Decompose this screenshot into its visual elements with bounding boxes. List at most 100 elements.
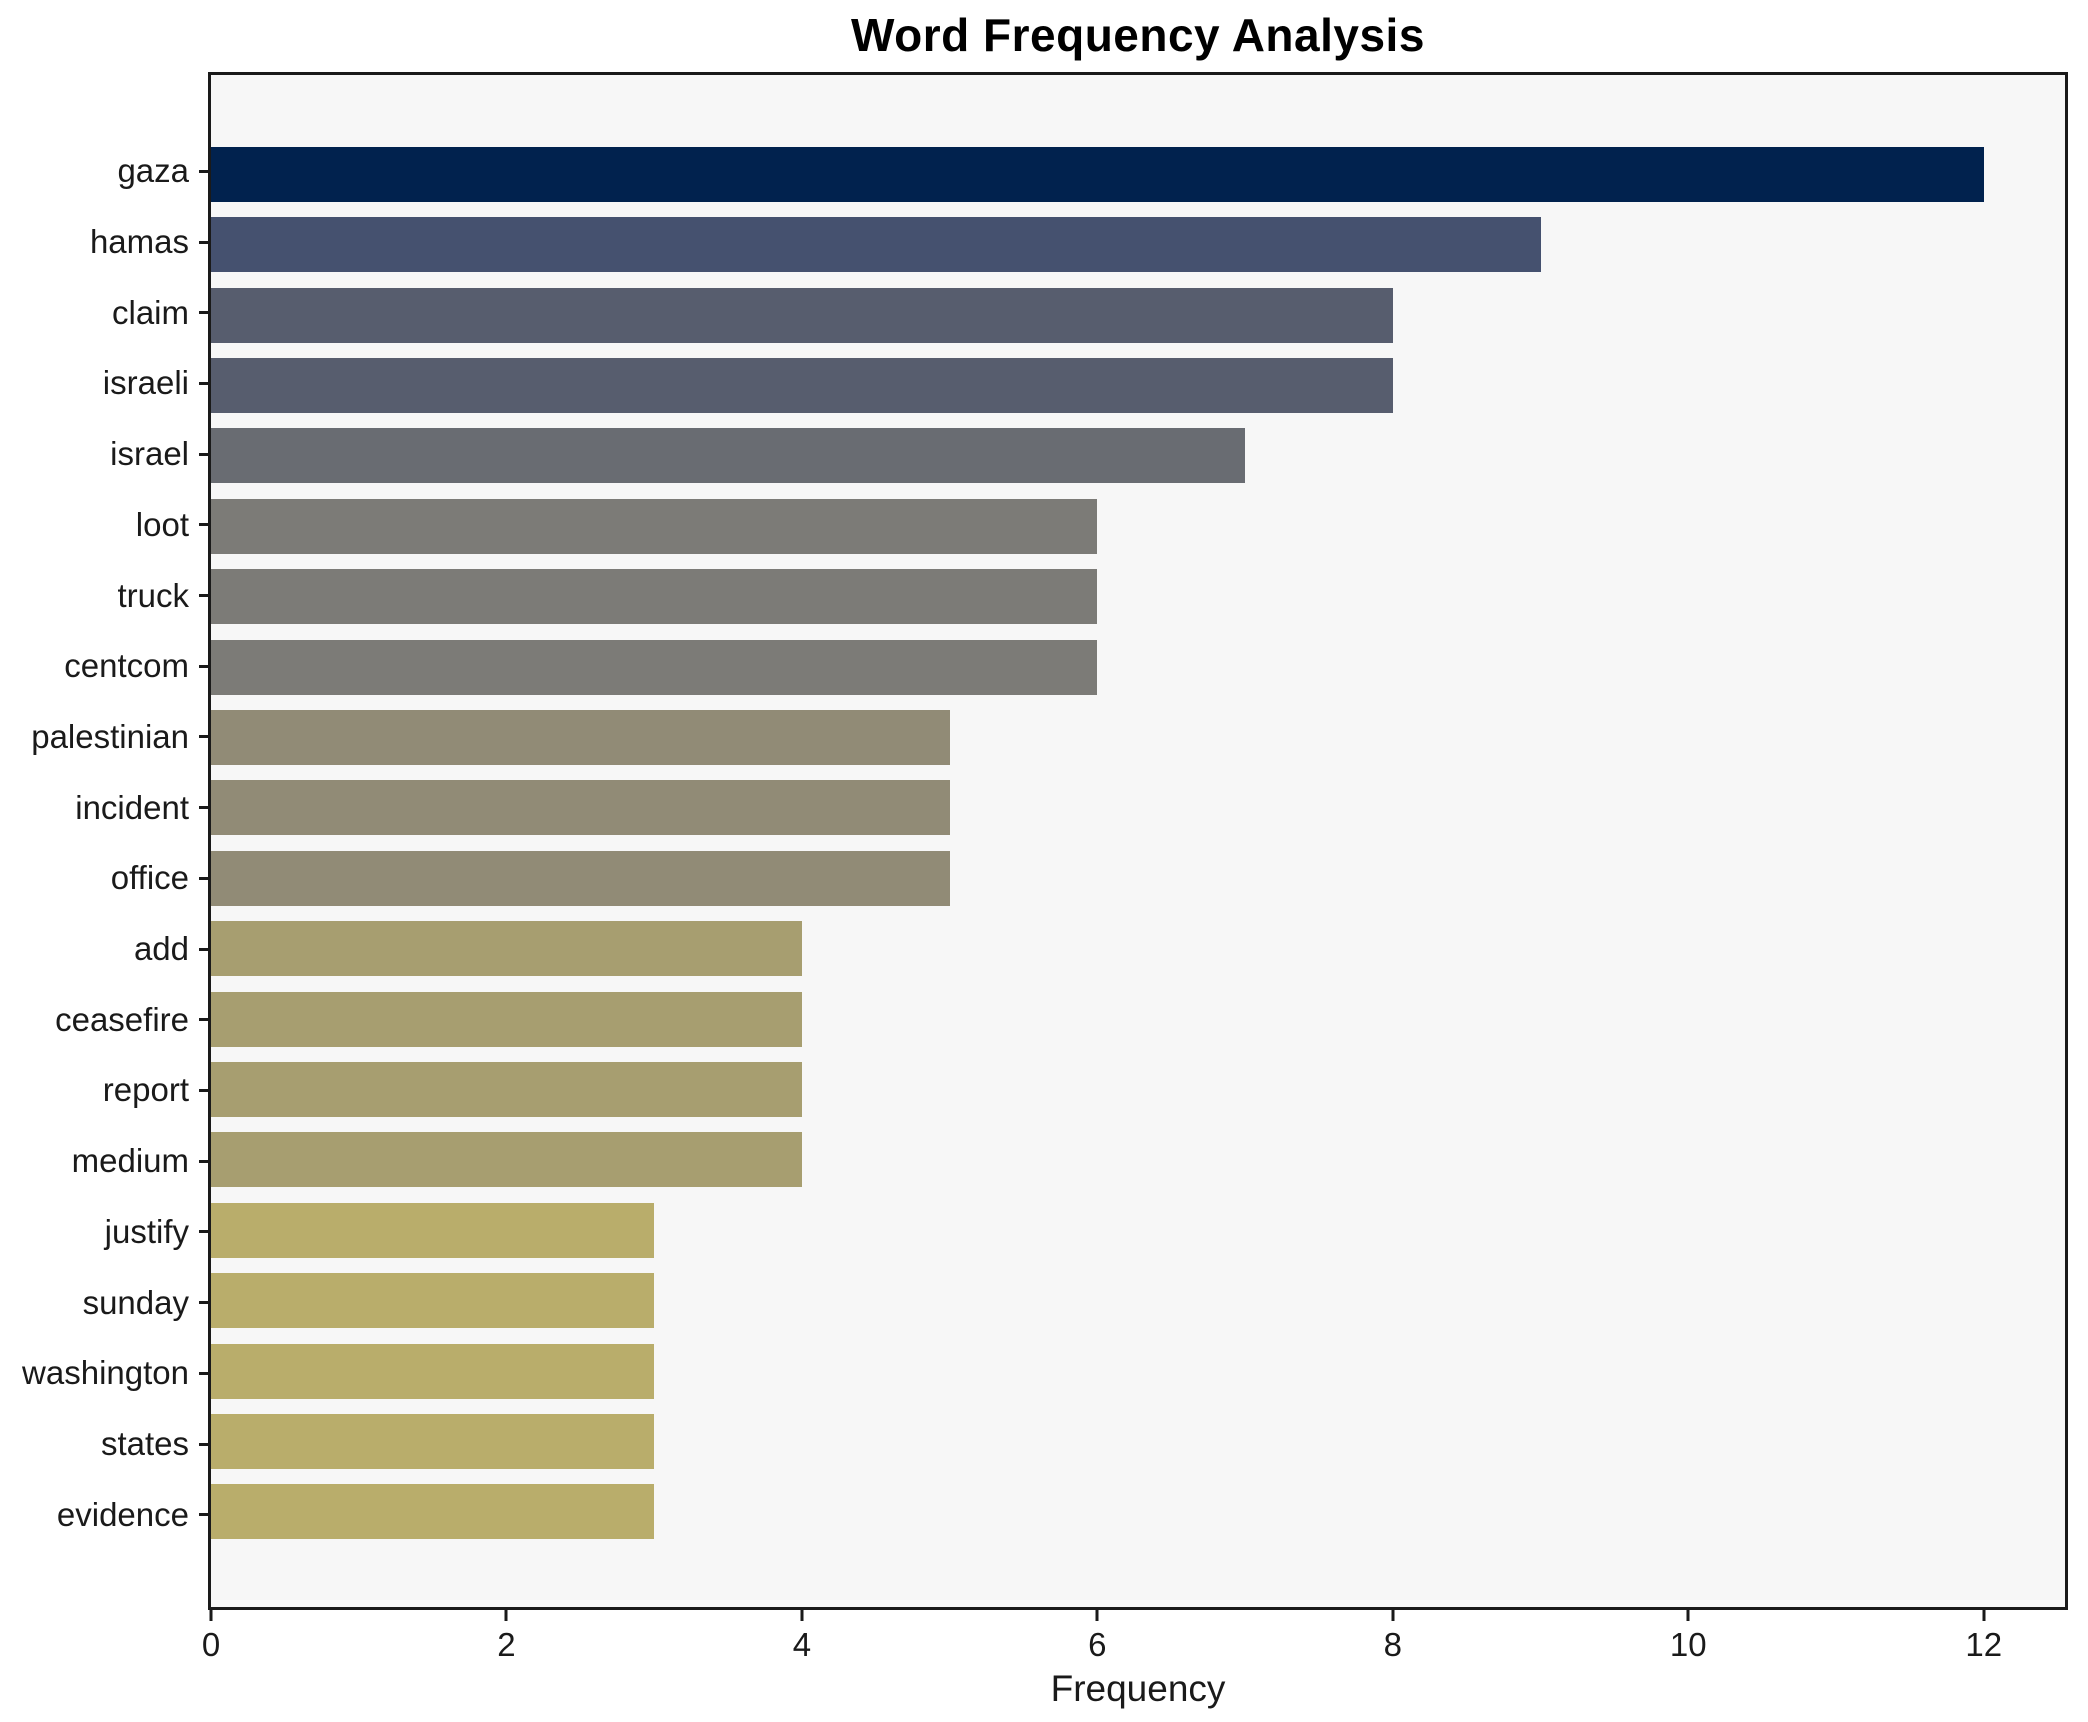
y-label-hamas: hamas xyxy=(89,223,189,261)
y-label-report: report xyxy=(102,1071,189,1109)
bar-washington xyxy=(211,1343,655,1399)
bar-palestinian xyxy=(211,709,950,765)
bar-medium xyxy=(211,1132,802,1188)
x-tick-mark xyxy=(1982,1610,1986,1621)
bar-row xyxy=(211,1195,2065,1265)
y-label-add: add xyxy=(133,930,189,968)
bar-evidence xyxy=(211,1484,655,1540)
bar-row xyxy=(211,1266,2065,1336)
y-label-office: office xyxy=(110,859,189,897)
y-row: claim xyxy=(0,277,208,348)
y-label-incident: incident xyxy=(75,788,189,826)
bar-sunday xyxy=(211,1273,655,1329)
bar-claim xyxy=(211,287,1393,343)
plot-area xyxy=(208,72,2068,1610)
bar-row xyxy=(211,632,2065,702)
y-tick-mark xyxy=(199,169,208,173)
y-label-israel: israel xyxy=(110,435,189,473)
bar-israel xyxy=(211,428,1246,484)
y-row: add xyxy=(0,914,208,985)
y-tick-mark xyxy=(199,664,208,668)
y-label-washington: washington xyxy=(22,1354,189,1392)
y-row: hamas xyxy=(0,207,208,278)
bar-israeli xyxy=(211,357,1393,413)
bar-row xyxy=(211,491,2065,561)
y-tick-mark xyxy=(199,1018,208,1022)
y-tick-mark xyxy=(199,1088,208,1092)
y-tick-mark xyxy=(199,806,208,810)
bar-truck xyxy=(211,569,1098,625)
bar-loot xyxy=(211,498,1098,554)
bar-row xyxy=(211,561,2065,631)
bar-gaza xyxy=(211,146,1984,202)
bar-row xyxy=(211,1477,2065,1547)
x-tick-mark xyxy=(1391,1610,1395,1621)
bar-row xyxy=(211,984,2065,1054)
x-tick-label-4: 4 xyxy=(792,1626,812,1663)
bar-row xyxy=(211,913,2065,983)
x-tick-label-12: 12 xyxy=(1965,1626,2003,1663)
y-label-claim: claim xyxy=(111,293,189,331)
y-tick-mark xyxy=(199,1159,208,1163)
bar-row xyxy=(211,139,2065,209)
y-row: evidence xyxy=(0,1479,208,1550)
bar-row xyxy=(211,773,2065,843)
y-row: truck xyxy=(0,560,208,631)
y-tick-mark xyxy=(199,1371,208,1375)
x-tick-label-10: 10 xyxy=(1669,1626,1707,1663)
x-tick-label-8: 8 xyxy=(1383,1626,1403,1663)
y-row: report xyxy=(0,1055,208,1126)
x-tick-mark xyxy=(209,1610,213,1621)
bar-office xyxy=(211,850,950,906)
y-row: incident xyxy=(0,772,208,843)
y-tick-mark xyxy=(199,1230,208,1234)
bar-row xyxy=(211,1336,2065,1406)
x-tick-mark xyxy=(800,1610,804,1621)
y-row: gaza xyxy=(0,136,208,207)
bar-hamas xyxy=(211,217,1541,273)
bar-justify xyxy=(211,1202,655,1258)
bar-report xyxy=(211,1061,802,1117)
y-tick-mark xyxy=(199,947,208,951)
bar-row xyxy=(211,350,2065,420)
bar-row xyxy=(211,421,2065,491)
y-label-states: states xyxy=(100,1425,189,1462)
y-row: sunday xyxy=(0,1267,208,1338)
bar-row xyxy=(211,843,2065,913)
x-tick-mark xyxy=(1095,1610,1099,1621)
y-row: palestinian xyxy=(0,702,208,773)
y-row: washington xyxy=(0,1338,208,1409)
x-tick-mark xyxy=(1686,1610,1690,1621)
y-label-palestinian: palestinian xyxy=(31,717,189,755)
y-label-ceasefire: ceasefire xyxy=(55,1000,189,1038)
y-row: justify xyxy=(0,1197,208,1268)
y-tick-mark xyxy=(199,1513,208,1517)
y-row: israel xyxy=(0,419,208,490)
bar-states xyxy=(211,1414,655,1470)
chart-title: Word Frequency Analysis xyxy=(851,9,1425,61)
y-tick-mark xyxy=(199,735,208,739)
y-tick-mark xyxy=(199,452,208,456)
y-label-loot: loot xyxy=(135,505,189,543)
x-tick-label-6: 6 xyxy=(1088,1626,1107,1663)
bar-row xyxy=(211,280,2065,350)
bar-row xyxy=(211,1054,2065,1124)
y-row: medium xyxy=(0,1126,208,1197)
y-tick-mark xyxy=(199,594,208,598)
bar-incident xyxy=(211,780,950,836)
y-label-medium: medium xyxy=(71,1142,189,1180)
y-label-evidence: evidence xyxy=(56,1495,189,1533)
bar-ceasefire xyxy=(211,991,802,1047)
y-label-truck: truck xyxy=(117,576,189,614)
y-row: ceasefire xyxy=(0,984,208,1055)
y-tick-mark xyxy=(199,876,208,880)
y-row: centcom xyxy=(0,631,208,702)
y-tick-mark xyxy=(199,381,208,385)
y-label-gaza: gaza xyxy=(117,152,189,190)
bar-row xyxy=(211,1125,2065,1195)
bar-add xyxy=(211,921,802,977)
y-label-justify: justify xyxy=(104,1212,189,1250)
y-tick-mark xyxy=(199,1442,208,1446)
y-label-sunday: sunday xyxy=(82,1283,189,1321)
